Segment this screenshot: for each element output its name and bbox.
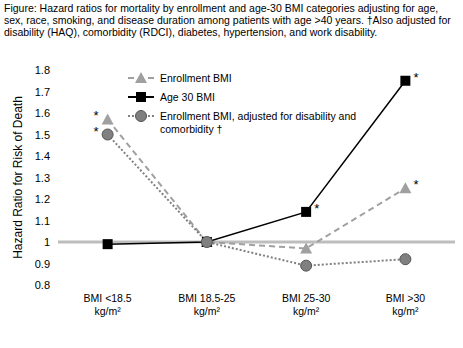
significance-marker: * [413, 177, 418, 192]
x-tick-label: BMI <18.5kg/m² [84, 292, 132, 317]
legend: Enrollment BMI Age 30 BMI Enrollment BMI, … [128, 72, 356, 135]
legend-marker [135, 72, 147, 83]
y-tick-label: 1.8 [35, 64, 50, 76]
data-point [201, 237, 212, 248]
y-tick-label: 1.2 [35, 193, 50, 205]
significance-marker: * [314, 201, 319, 216]
x-tick-label: BMI >30kg/m² [386, 292, 426, 317]
data-point [400, 254, 411, 265]
legend-marker [136, 92, 146, 102]
y-tick-label: 1.5 [35, 129, 50, 141]
significance-marker: * [413, 70, 418, 85]
legend-label: Enrollment BMI, adjusted for disability … [160, 110, 356, 135]
y-tick-label: 1.3 [35, 172, 50, 184]
legend-label: Enrollment BMI [160, 72, 232, 84]
series-line [108, 135, 406, 266]
x-tick-label: BMI 25-30kg/m² [282, 292, 331, 317]
data-point [301, 207, 311, 217]
y-tick-label: 0.8 [35, 279, 50, 291]
series-line [108, 81, 406, 244]
chart-title: Figure: Hazard ratios for mortality by e… [4, 2, 459, 38]
data-point [102, 129, 113, 140]
y-tick-label: 0.9 [35, 258, 50, 270]
significance-marker: * [94, 124, 99, 139]
data-point [399, 182, 411, 193]
x-tick-label: BMI 18.5-25kg/m² [178, 292, 235, 317]
legend-label: Age 30 BMI [160, 91, 215, 103]
data-point [102, 113, 114, 124]
chart-canvas: 0.8 0.9 1 1.1 1.2 1.3 1.4 1.5 1.6 1.7 1.8 Hazard Ra… [0, 0, 463, 348]
data-point [400, 76, 410, 86]
y-tick-label: 1.4 [35, 150, 50, 162]
data-point [202, 237, 212, 247]
reference-line [58, 241, 455, 244]
y-tick-label: 1.7 [35, 86, 50, 98]
significance-marker: * [94, 108, 99, 123]
legend-marker [136, 111, 147, 122]
y-tick-label: 1.6 [35, 107, 50, 119]
data-point [301, 260, 312, 271]
y-axis-label: Hazard Ratio for Risk of Death [11, 96, 25, 259]
plot-area [102, 76, 412, 271]
y-tick-label: 1 [44, 236, 50, 248]
y-tick-label: 1.1 [35, 215, 50, 227]
data-point [103, 239, 113, 249]
data-point [201, 236, 213, 247]
data-point [300, 242, 312, 253]
